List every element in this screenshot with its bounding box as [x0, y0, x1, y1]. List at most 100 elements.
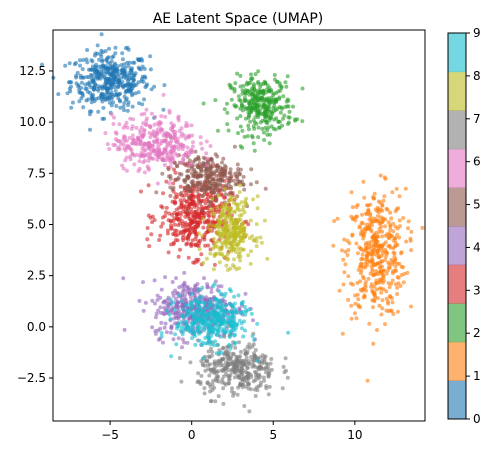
scatter-point: [380, 306, 385, 311]
scatter-point: [268, 361, 273, 366]
scatter-point: [389, 216, 394, 221]
scatter-point: [195, 259, 200, 264]
scatter-point: [251, 84, 256, 89]
scatter-point: [385, 268, 390, 273]
scatter-point: [266, 365, 271, 370]
scatter-point: [107, 72, 112, 77]
scatter-point: [228, 85, 233, 90]
scatter-point: [160, 340, 165, 345]
scatter-point: [220, 377, 225, 382]
scatter-point: [233, 332, 237, 337]
scatter-point: [156, 328, 161, 333]
scatter-point: [372, 284, 377, 289]
scatter-point: [139, 125, 144, 130]
scatter-point: [241, 83, 246, 88]
scatter-point: [195, 215, 199, 220]
scatter-point: [212, 343, 217, 348]
scatter-point: [238, 183, 243, 188]
scatter-point: [225, 110, 230, 115]
scatter-point: [168, 141, 172, 145]
scatter-point: [285, 375, 290, 380]
scatter-point: [251, 141, 256, 146]
scatter-point: [97, 57, 102, 62]
scatter-point: [210, 219, 215, 224]
scatter-point: [122, 139, 127, 144]
scatter-point: [167, 312, 172, 317]
scatter-point: [250, 98, 255, 103]
cluster-6: [103, 92, 213, 186]
scatter-point: [126, 63, 131, 68]
scatter-point: [168, 185, 173, 190]
scatter-point: [375, 248, 380, 253]
scatter-point: [113, 45, 118, 50]
scatter-point: [209, 369, 214, 374]
scatter-point: [165, 228, 170, 233]
scatter-point: [95, 43, 100, 48]
scatter-point: [92, 70, 97, 75]
scatter-point: [174, 192, 179, 197]
scatter-point: [227, 198, 232, 203]
scatter-point: [281, 116, 285, 121]
scatter-point: [246, 123, 251, 128]
scatter-point: [192, 167, 197, 172]
scatter-point: [126, 47, 131, 52]
scatter-point: [236, 375, 241, 380]
scatter-point: [188, 222, 193, 227]
scatter-point: [219, 215, 224, 219]
scatter-point: [390, 278, 395, 283]
scatter-point: [201, 356, 206, 360]
scatter-point: [238, 167, 243, 172]
scatter-point: [186, 255, 191, 260]
scatter-point: [108, 61, 113, 66]
scatter-point: [137, 159, 142, 164]
scatter-point: [111, 100, 116, 105]
scatter-point: [287, 109, 292, 114]
scatter-point: [248, 80, 252, 85]
scatter-point: [153, 331, 158, 336]
scatter-point: [235, 182, 239, 187]
scatter-point: [164, 330, 169, 335]
scatter-point: [111, 122, 116, 126]
scatter-point: [213, 322, 218, 327]
scatter-point: [203, 368, 208, 373]
scatter-point: [180, 337, 185, 342]
scatter-point: [116, 84, 121, 89]
scatter-point: [213, 244, 218, 249]
scatter-point: [184, 321, 189, 326]
scatter-point: [240, 145, 245, 150]
scatter-point: [395, 232, 400, 237]
scatter-point: [227, 342, 232, 347]
scatter-point: [360, 252, 365, 257]
scatter-point: [285, 74, 290, 79]
scatter-point: [77, 58, 82, 63]
scatter-point: [205, 156, 210, 161]
scatter-point: [254, 236, 259, 241]
scatter-point: [395, 285, 400, 290]
scatter-point: [245, 344, 250, 349]
scatter-point: [340, 331, 345, 336]
scatter-point: [205, 192, 210, 197]
scatter-point: [159, 331, 164, 335]
scatter-point: [381, 273, 386, 277]
scatter-point: [122, 62, 126, 67]
scatter-point: [163, 114, 168, 119]
scatter-point: [286, 115, 291, 120]
scatter-point: [205, 359, 210, 364]
scatter-point: [179, 201, 184, 205]
scatter-point: [232, 316, 237, 320]
scatter-point: [391, 312, 396, 316]
scatter-point: [238, 84, 243, 89]
scatter-point: [233, 236, 238, 241]
scatter-point: [122, 327, 127, 332]
scatter-point: [92, 53, 97, 58]
scatter-point: [146, 158, 151, 163]
scatter-point: [280, 386, 285, 391]
scatter-point: [168, 164, 173, 169]
scatter-point: [249, 311, 254, 316]
scatter-point: [155, 181, 160, 186]
scatter-point: [395, 309, 400, 314]
scatter-point: [170, 280, 175, 284]
scatter-point: [219, 314, 224, 319]
scatter-point: [178, 184, 183, 189]
scatter-point: [258, 84, 263, 89]
